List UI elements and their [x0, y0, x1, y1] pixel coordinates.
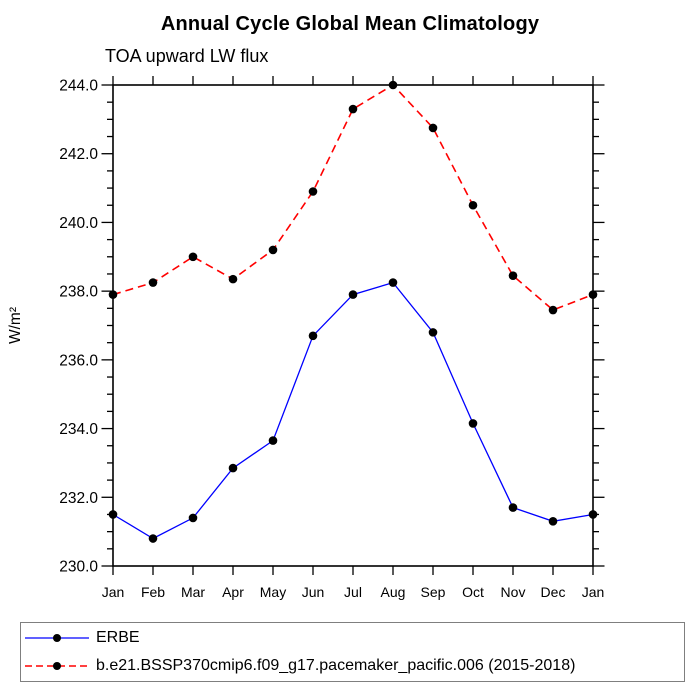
legend-entry-model: b.e21.BSSP370cmip6.f09_g17.pacemaker_pac… — [21, 653, 684, 679]
series-markers-0 — [108, 278, 598, 543]
x-axis-labels: Jan Feb Mar Apr May Jun Jul Aug Sep Oct Nov Dec Jan — [102, 584, 605, 600]
y-tick-label: 240.0 — [59, 215, 98, 232]
x-axis-ticks — [112, 76, 594, 575]
x-tick-label: May — [260, 584, 286, 600]
series-line-1 — [112, 83, 594, 311]
x-tick-label: Feb — [141, 584, 165, 600]
x-tick-label: Jan — [582, 584, 605, 600]
x-tick-label: Dec — [541, 584, 566, 600]
chart-title: Annual Cycle Global Mean Climatology — [160, 13, 540, 35]
y-axis-labels: 230.0 232.0 234.0 236.0 238.0 240.0 242.0 244.0 — [59, 78, 98, 576]
y-axis-ticks — [101, 84, 605, 567]
x-tick-label: Apr — [222, 584, 244, 600]
x-tick-label: Jun — [302, 584, 325, 600]
legend-line-sample-dashed — [25, 662, 89, 670]
legend-entry-erbe: ERBE — [21, 625, 684, 651]
y-tick-label: 242.0 — [59, 146, 98, 163]
legend-label-model: b.e21.BSSP370cmip6.f09_g17.pacemaker_pac… — [96, 657, 576, 674]
y-tick-label: 244.0 — [59, 78, 98, 95]
y-axis-title: W/m² — [7, 307, 24, 344]
y-tick-label: 232.0 — [59, 490, 98, 507]
x-tick-label: Aug — [381, 584, 406, 600]
plot-frame — [112, 84, 594, 567]
x-tick-label: Oct — [462, 584, 484, 600]
y-tick-label: 234.0 — [59, 421, 98, 438]
series-markers-1 — [108, 80, 598, 315]
x-tick-label: Mar — [181, 584, 205, 600]
legend-label-erbe: ERBE — [96, 629, 140, 646]
x-tick-label: Sep — [421, 584, 446, 600]
legend-box: ERBE b.e21.BSSP370cmip6.f09_g17.pacemake… — [20, 622, 685, 682]
legend-line-sample-solid — [25, 634, 89, 642]
y-tick-label: 230.0 — [59, 559, 98, 576]
y-tick-label: 238.0 — [59, 284, 98, 301]
plot-canvas: 230.0 232.0 234.0 236.0 238.0 240.0 242.0 244.0… — [7, 76, 605, 600]
chart-subtitle: TOA upward LW flux — [105, 46, 269, 66]
series-line-0 — [112, 281, 594, 540]
x-tick-label: Jul — [344, 584, 362, 600]
x-tick-label: Jan — [102, 584, 125, 600]
x-tick-label: Nov — [501, 584, 526, 600]
y-tick-label: 236.0 — [59, 352, 98, 369]
